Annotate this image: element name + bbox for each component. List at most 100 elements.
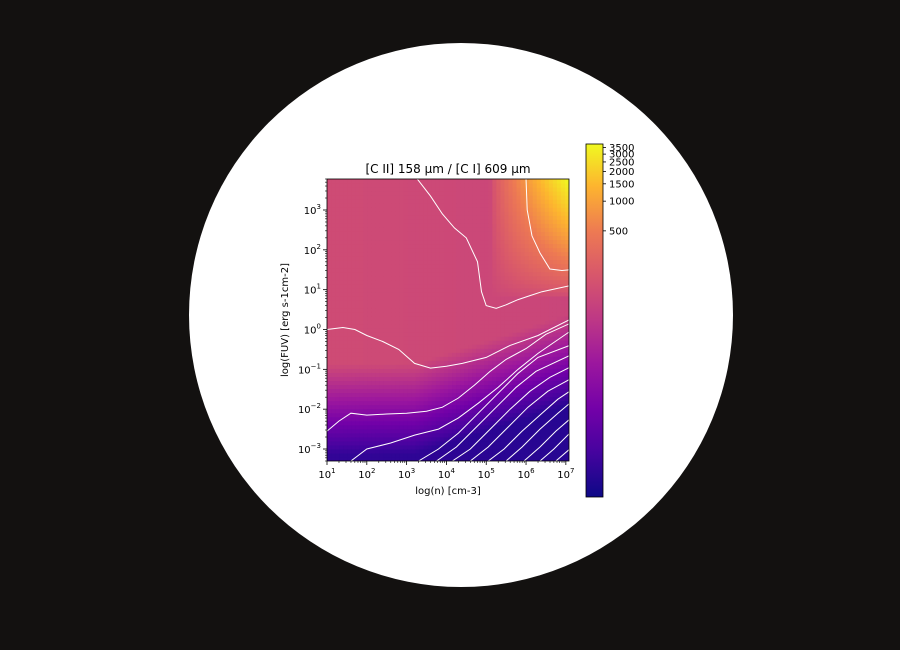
- y-axis-label: log(FUV) [erg s-1cm-2]: [280, 263, 291, 377]
- heatmap-cell: [500, 372, 506, 377]
- heatmap-cell: [359, 320, 364, 325]
- heatmap-cell: [468, 239, 473, 245]
- heatmap-cell: [415, 303, 421, 309]
- heatmap-cell: [335, 243, 340, 249]
- heatmap-cell: [375, 207, 381, 212]
- heatmap-cell: [387, 420, 393, 426]
- heatmap-cell: [504, 444, 510, 450]
- heatmap-cell: [427, 328, 433, 333]
- heatmap-cell: [407, 219, 413, 224]
- heatmap-cell: [556, 332, 562, 337]
- heatmap-cell: [476, 348, 481, 353]
- heatmap-cell: [480, 324, 485, 329]
- heatmap-cell: [520, 320, 526, 325]
- heatmap-cell: [415, 436, 421, 442]
- heatmap-cell: [327, 376, 332, 382]
- heatmap-cell: [343, 364, 348, 369]
- heatmap-cell: [331, 448, 336, 454]
- heatmap-cell: [371, 384, 376, 390]
- heatmap-cell: [347, 320, 352, 325]
- heatmap-cell: [399, 211, 405, 216]
- heatmap-cell: [427, 356, 433, 361]
- heatmap-cell: [472, 243, 477, 249]
- heatmap-cell: [423, 223, 429, 228]
- heatmap-cell: [339, 231, 344, 236]
- heatmap-cell: [335, 444, 340, 450]
- heatmap-cell: [548, 223, 554, 228]
- heatmap-cell: [435, 456, 441, 461]
- heatmap-cell: [532, 263, 538, 269]
- heatmap-cell: [452, 424, 457, 430]
- heatmap-cell: [363, 396, 368, 402]
- heatmap-cell: [367, 267, 372, 273]
- heatmap-cell: [427, 456, 433, 461]
- heatmap-cell: [460, 388, 465, 394]
- heatmap-cell: [512, 416, 518, 422]
- heatmap-cell: [560, 388, 566, 394]
- heatmap-cell: [435, 195, 441, 200]
- heatmap-cell: [472, 255, 477, 261]
- heatmap-cell: [335, 183, 340, 188]
- heatmap-cell: [427, 376, 433, 382]
- heatmap-cell: [351, 235, 356, 241]
- heatmap-cell: [367, 436, 372, 442]
- heatmap-cell: [419, 380, 425, 386]
- heatmap-cell: [508, 275, 514, 281]
- heatmap-cell: [504, 211, 510, 216]
- heatmap-cell: [516, 372, 522, 377]
- heatmap-cell: [556, 207, 562, 212]
- heatmap-cell: [435, 299, 441, 305]
- heatmap-cell: [556, 291, 562, 297]
- heatmap-cell: [528, 287, 534, 293]
- heatmap-cell: [427, 352, 433, 357]
- heatmap-cell: [391, 428, 397, 434]
- heatmap-cell: [448, 199, 453, 204]
- heatmap-cell: [367, 452, 372, 458]
- heatmap-cell: [395, 315, 401, 321]
- heatmap-cell: [516, 388, 522, 394]
- heatmap-cell: [484, 283, 489, 289]
- heatmap-cell: [363, 388, 368, 394]
- heatmap-cell: [464, 424, 469, 430]
- heatmap-cell: [532, 227, 538, 232]
- heatmap-cell: [327, 223, 332, 228]
- heatmap-cell: [552, 279, 558, 285]
- heatmap-cell: [508, 380, 514, 386]
- heatmap-cell: [399, 263, 405, 269]
- heatmap-cell: [516, 199, 522, 204]
- heatmap-cell: [520, 191, 526, 196]
- heatmap-cell: [480, 295, 485, 301]
- heatmap-cell: [524, 420, 530, 426]
- heatmap-cell: [512, 315, 518, 321]
- heatmap-cell: [443, 223, 449, 228]
- heatmap-cell: [363, 340, 368, 345]
- heatmap-cell: [448, 384, 453, 390]
- heatmap-cell: [355, 364, 360, 369]
- heatmap-cell: [327, 388, 332, 394]
- heatmap-cell: [383, 404, 389, 410]
- heatmap-cell: [472, 368, 477, 373]
- heatmap-cell: [399, 352, 405, 357]
- heatmap-cell: [548, 307, 554, 313]
- heatmap-cell: [411, 340, 417, 345]
- heatmap-cell: [371, 432, 376, 438]
- heatmap-cell: [435, 436, 441, 442]
- heatmap-cell: [331, 235, 336, 241]
- heatmap-cell: [367, 324, 372, 329]
- heatmap-cell: [343, 239, 348, 245]
- heatmap-cell: [504, 332, 510, 337]
- heatmap-cell: [448, 243, 453, 249]
- heatmap-cell: [564, 388, 569, 394]
- heatmap-cell: [439, 199, 445, 204]
- heatmap-cell: [391, 400, 397, 406]
- heatmap-cell: [339, 267, 344, 273]
- heatmap-cell: [439, 307, 445, 313]
- heatmap-cell: [456, 247, 461, 253]
- heatmap-cell: [327, 400, 332, 406]
- heatmap-cell: [484, 388, 489, 394]
- heatmap-cell: [528, 231, 534, 236]
- heatmap-cell: [472, 456, 477, 461]
- heatmap-cell: [439, 203, 445, 208]
- heatmap-cell: [512, 388, 518, 394]
- heatmap-cell: [516, 404, 522, 410]
